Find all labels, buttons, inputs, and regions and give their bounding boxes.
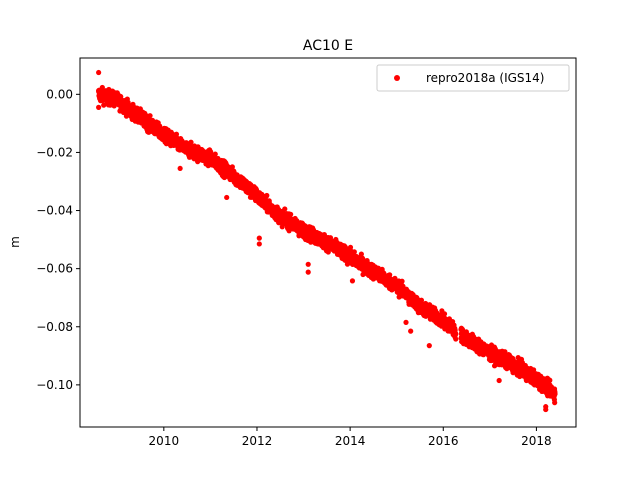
data-point [279, 224, 285, 230]
legend: repro2018a (IGS14) [376, 64, 570, 92]
chart-title: AC10 E [303, 38, 353, 54]
data-point [347, 244, 354, 250]
y-tick-label: −0.10 [36, 378, 73, 392]
y-tick-label: 0.00 [46, 87, 73, 101]
data-point [552, 391, 558, 397]
data-point [531, 367, 537, 373]
data-point [188, 139, 194, 145]
data-point [288, 211, 294, 217]
data-point [552, 400, 558, 406]
data-point [399, 278, 405, 284]
data-point [502, 349, 508, 355]
data-point [147, 113, 153, 119]
data-point [212, 151, 218, 157]
legend-marker [394, 75, 400, 81]
data-point [264, 192, 270, 199]
data-point-outlier [96, 69, 102, 76]
data-point-outlier [256, 235, 262, 241]
data-point-outlier [305, 269, 311, 275]
y-tick-label: −0.02 [36, 145, 73, 159]
data-point-outlier [510, 370, 516, 376]
y-ticks: 0.00 −0.02 −0.04 −0.06 −0.08 −0.10 [36, 87, 80, 392]
y-axis-label: m [8, 236, 22, 248]
data-point-outlier [177, 165, 183, 172]
y-tick-label: −0.06 [36, 262, 73, 276]
data-point-outlier [452, 334, 458, 340]
data-point-outlier [403, 319, 409, 325]
x-tick-label: 2012 [242, 434, 273, 448]
data-point [229, 164, 235, 170]
legend-box [376, 64, 570, 92]
plot-frame [79, 57, 577, 428]
data-point-outlier [543, 406, 549, 413]
data-point-outlier [349, 278, 356, 284]
data-point [101, 102, 107, 108]
data-point [441, 311, 448, 317]
data-point [547, 377, 553, 383]
data-point [351, 249, 357, 255]
data-point [325, 249, 331, 255]
data-point-outlier [408, 328, 414, 334]
x-tick-label: 2016 [428, 434, 459, 448]
y-tick-label: −0.08 [36, 320, 73, 334]
y-tick-label: −0.04 [36, 204, 73, 218]
x-tick-label: 2014 [335, 434, 366, 448]
data-point [358, 251, 364, 257]
x-tick-label: 2010 [149, 434, 180, 448]
points-layer [96, 69, 558, 413]
data-point-outlier [496, 377, 502, 384]
legend-label: repro2018a (IGS14) [426, 71, 544, 85]
data-point-outlier [426, 343, 432, 349]
data-point-outlier [305, 261, 311, 267]
data-point [418, 297, 425, 303]
data-point [387, 272, 393, 278]
x-tick-label: 2018 [521, 434, 552, 448]
data-point-outlier [96, 104, 102, 110]
data-point-outlier [256, 241, 262, 247]
data-point [282, 206, 288, 212]
x-ticks: 2010 2012 2014 2016 2018 [149, 427, 552, 448]
data-point-outlier [224, 194, 230, 201]
